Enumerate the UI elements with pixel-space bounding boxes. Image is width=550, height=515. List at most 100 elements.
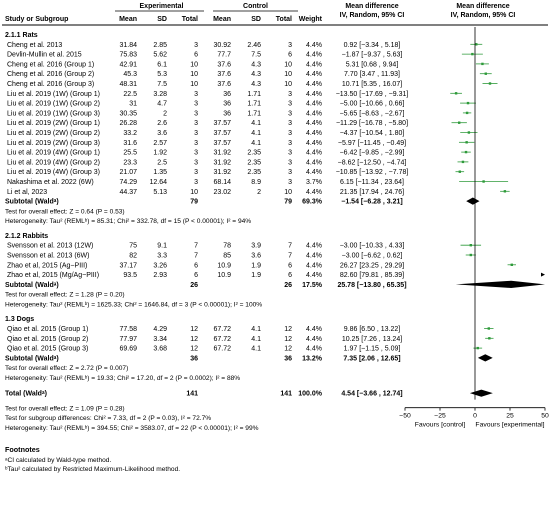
study-mean-e: 31 <box>129 101 137 108</box>
subtotal-ci: 7.35 [2.06 , 12.65] <box>343 355 400 362</box>
study-ci: 1.97 [−1.15 , 5.09] <box>344 346 401 353</box>
header-sd-e: SD <box>157 16 167 23</box>
study-mean-e: 82 <box>129 253 137 260</box>
study-total-c: 3 <box>288 150 292 157</box>
study-sd-c: 4.1 <box>251 130 261 137</box>
study-ci: −6.42 [−9.85 , −2.99] <box>340 150 405 157</box>
study-mean-e: 31.6 <box>123 140 137 147</box>
study-total-c: 3 <box>288 140 292 147</box>
study-total-e: 3 <box>194 91 198 98</box>
study-sd-c: 2.35 <box>247 169 261 176</box>
study-mean-c: 78 <box>223 243 231 250</box>
point-estimate <box>465 141 468 144</box>
study-weight: 3.7% <box>306 179 322 186</box>
study-ci: 82.60 [79.81 , 85.39] <box>340 272 404 279</box>
point-estimate <box>467 131 471 134</box>
x-tick-label: −25 <box>434 413 446 420</box>
study-mean-e: 23.3 <box>123 159 137 166</box>
study-mean-c: 23.02 <box>213 189 231 196</box>
study-mean-e: 37.17 <box>119 262 137 269</box>
point-estimate <box>510 263 513 266</box>
study-sd-e: 5.3 <box>157 71 167 78</box>
study-total-e: 12 <box>190 346 198 353</box>
study-total-c: 3 <box>288 130 292 137</box>
study-weight: 4.4% <box>306 130 322 137</box>
study-name: Li et al, 2023 <box>7 189 47 196</box>
study-total-c: 3 <box>288 101 292 108</box>
subtotal-weight: 13.2% <box>302 355 323 362</box>
study-ci: −1.87 [−9.37 , 5.63] <box>342 52 403 59</box>
header-control: Control <box>243 3 268 10</box>
study-sd-e: 12.64 <box>149 179 167 186</box>
study-mean-c: 30.92 <box>213 42 231 49</box>
subtotal-weight: 69.3% <box>302 199 323 206</box>
study-total-c: 10 <box>284 71 292 78</box>
study-weight: 4.4% <box>306 326 322 333</box>
study-ci: −5.00 [−10.66 , 0.66] <box>340 101 405 108</box>
study-mean-e: 48.31 <box>119 81 137 88</box>
point-estimate <box>484 72 487 75</box>
study-sd-c: 4.1 <box>251 336 261 343</box>
study-total-c: 12 <box>284 326 292 333</box>
study-name: Cheng et al. 2016 (Group 2) <box>7 71 94 78</box>
study-total-e: 3 <box>194 150 198 157</box>
study-sd-e: 2.6 <box>157 120 167 127</box>
study-total-c: 12 <box>284 336 292 343</box>
study-name: Zhao et al, 2015 (Ag−PIII) <box>7 262 87 269</box>
header-method-plot: IV, Random, 95% CI <box>451 12 516 19</box>
study-ci: 26.27 [23.25 , 29.29] <box>340 262 404 269</box>
study-sd-e: 3.34 <box>153 336 167 343</box>
subgroup-title: 2.1.2 Rabbits <box>5 233 48 240</box>
study-sd-c: 1.71 <box>247 91 261 98</box>
study-ci: −4.37 [−10.54 , 1.80] <box>340 130 405 137</box>
x-tick-label: 25 <box>506 413 514 420</box>
study-total-e: 3 <box>194 42 198 49</box>
subgroup-heterogeneity: Heterogeneity: Tau² (REMLᵇ) = 85.31; Chi… <box>5 218 251 225</box>
study-sd-e: 3.26 <box>153 262 167 269</box>
study-total-c: 10 <box>284 189 292 196</box>
study-total-e: 3 <box>194 179 198 186</box>
study-total-c: 3 <box>288 169 292 176</box>
study-weight: 4.4% <box>306 52 322 59</box>
study-mean-e: 77.97 <box>119 336 137 343</box>
study-mean-c: 68.14 <box>213 179 231 186</box>
favours-experimental: Favours [experimental] <box>475 422 544 429</box>
study-ci: −5.65 [−8.63 , −2.67] <box>340 110 405 117</box>
study-mean-e: 44.37 <box>119 189 137 196</box>
study-total-e: 6 <box>194 52 198 59</box>
study-sd-e: 3.6 <box>157 130 167 137</box>
study-sd-c: 1.9 <box>251 272 261 279</box>
study-total-c: 6 <box>288 262 292 269</box>
total-ci: 4.54 [−3.66 , 12.74] <box>341 391 402 398</box>
study-mean-e: 22.5 <box>123 91 137 98</box>
header-weight: Weight <box>299 16 323 23</box>
study-weight: 4.4% <box>306 110 322 117</box>
study-name: Cheng et al. 2016 (Group 3) <box>7 81 94 88</box>
study-sd-c: 2.35 <box>247 150 261 157</box>
subgroup-title: 1.3 Dogs <box>5 316 34 323</box>
subtotal-label: Subtotal (Waldᵃ) <box>5 282 59 289</box>
subtotal-total-c: 26 <box>284 282 292 289</box>
study-total-c: 3 <box>288 120 292 127</box>
total-total-e: 141 <box>186 391 198 398</box>
point-estimate <box>487 327 491 330</box>
study-mean-e: 30.35 <box>119 110 137 117</box>
study-name: Cheng et al. 2016 (Group 1) <box>7 61 94 68</box>
study-weight: 4.4% <box>306 336 322 343</box>
study-name: Liu et al. 2019 (4W) (Group 3) <box>7 169 100 176</box>
study-mean-c: 85 <box>223 253 231 260</box>
point-estimate <box>488 82 492 85</box>
subtotal-diamond <box>477 354 493 362</box>
study-total-c: 3 <box>288 42 292 49</box>
study-name: Qiao et al. 2015 (Group 2) <box>7 336 88 343</box>
study-total-c: 3 <box>288 91 292 98</box>
study-total-e: 7 <box>194 243 198 250</box>
subtotal-diamond <box>455 280 545 288</box>
total-total-c: 141 <box>280 391 292 398</box>
header-total-c: Total <box>276 16 292 23</box>
subtotal-total-e: 36 <box>190 355 198 362</box>
study-name: Zhao et al, 2015 (Mg/Ag−PIII) <box>7 272 99 279</box>
subgroup-overall-effect: Test for overall effect: Z = 1.28 (P = 0… <box>5 292 125 299</box>
study-sd-e: 2.5 <box>157 159 167 166</box>
study-mean-c: 31.92 <box>213 169 231 176</box>
